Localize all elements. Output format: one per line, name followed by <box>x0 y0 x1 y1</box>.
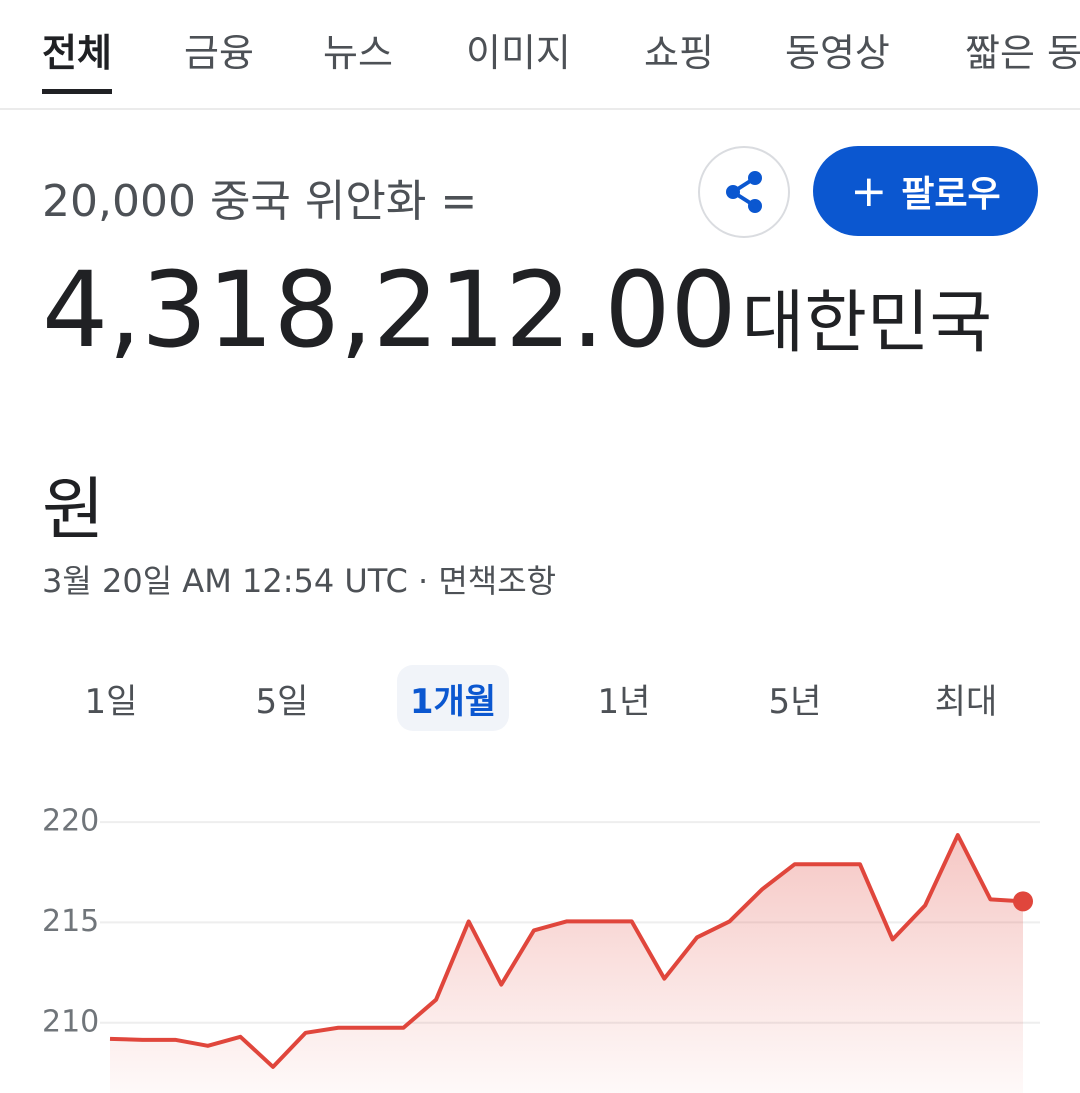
from-amount: 20,000 중국 위안화 = <box>42 176 478 227</box>
separator: · <box>417 562 429 600</box>
chart: 210 215 220 <box>42 804 1040 1093</box>
y-tick-label: 210 <box>42 1004 99 1039</box>
range-button[interactable]: 1년 <box>597 681 651 722</box>
line <box>109 833 1024 1069</box>
converted-value: 4,318,212.00 대한민국 원 <box>42 225 1042 613</box>
tab[interactable]: 뉴스 <box>323 31 393 75</box>
range-button[interactable]: 1일 <box>84 681 138 722</box>
tab[interactable]: 전체 <box>42 22 112 94</box>
follow-label: 팔로우 <box>901 174 1001 215</box>
range-button[interactable]: 최대 <box>934 681 998 722</box>
range-button[interactable]: 5일 <box>255 681 309 722</box>
timestamp-line: 3월 20일 AM 12:54 UTC · 면책조항 <box>42 556 556 602</box>
follow-button[interactable]: + 팔로우 <box>813 146 1038 236</box>
range-button[interactable]: 5년 <box>768 681 822 722</box>
area <box>110 835 1023 1093</box>
range-button[interactable]: 1개월 <box>397 665 509 731</box>
y-tick-label: 220 <box>42 804 99 839</box>
share-button[interactable] <box>698 146 790 238</box>
amount: 4,318,212.00 <box>42 249 737 371</box>
timestamp: 3월 20일 AM 12:54 UTC <box>42 562 408 600</box>
tab[interactable]: 금융 <box>184 31 254 75</box>
currency: 대한민국 원 <box>42 284 993 550</box>
tab[interactable]: 짧은 동 <box>965 31 1080 75</box>
share-icon <box>726 171 762 213</box>
tab[interactable]: 이미지 <box>466 31 571 75</box>
tab[interactable]: 쇼핑 <box>644 31 714 75</box>
tab-bar: 전체 금융 뉴스 이미지 쇼핑 동영상 짧은 동 <box>0 0 1080 110</box>
last-point <box>1013 891 1033 912</box>
tab[interactable]: 동영상 <box>785 31 890 75</box>
disclaimer[interactable]: 면책조항 <box>438 562 557 600</box>
y-tick-label: 215 <box>42 904 99 939</box>
